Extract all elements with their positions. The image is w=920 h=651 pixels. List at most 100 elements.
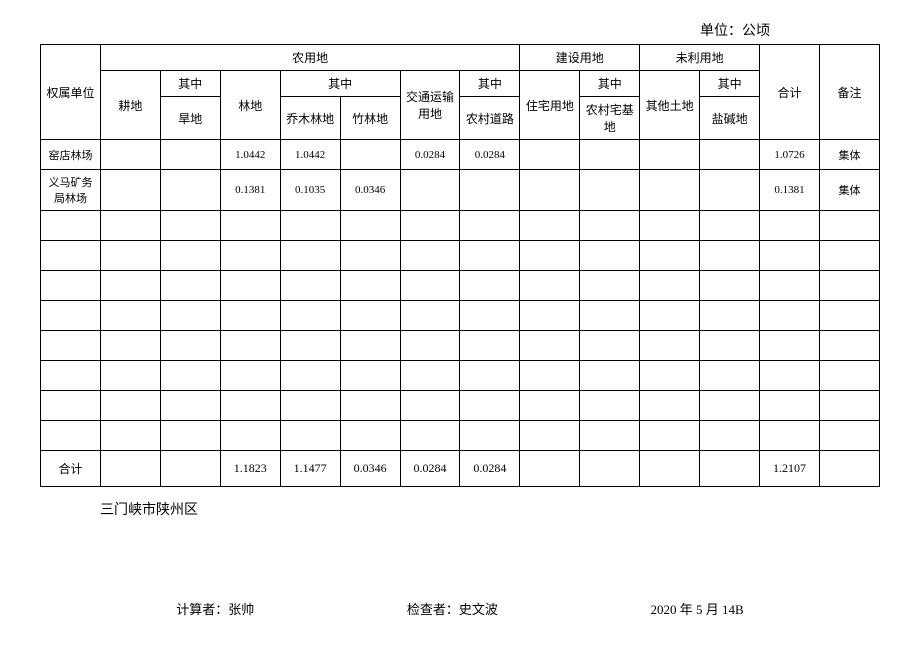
unit-label: 单位：公顷 <box>40 20 880 40</box>
table-row-empty-7-owner <box>41 421 101 451</box>
table-row-empty-2-remark <box>819 271 879 301</box>
table-row-empty-1-traffic <box>400 241 460 271</box>
table-row-empty-5-traffic <box>400 361 460 391</box>
table-row-totals-cultivated <box>100 451 160 487</box>
table-row-0-forest: 1.0442 <box>220 140 280 170</box>
table-row-empty-4-rural_homestead <box>580 331 640 361</box>
table-row-empty-4-cultivated <box>100 331 160 361</box>
table-row-empty-5-forest <box>220 361 280 391</box>
table-row-empty-6-cultivated <box>100 391 160 421</box>
table-row-totals-other_land <box>640 451 700 487</box>
hdr-unused: 未利用地 <box>640 45 760 71</box>
table-row-empty-5-other_land <box>640 361 700 391</box>
table-row-empty-7-rural_road <box>460 421 520 451</box>
table-row-empty-1-remark <box>819 241 879 271</box>
table-row-empty-0-owner <box>41 211 101 241</box>
table-row-empty-3-arbor_forest <box>280 301 340 331</box>
table-row-1-saline_alkali <box>700 170 760 211</box>
table-row-empty-1-rural_road <box>460 241 520 271</box>
table-row-empty-6 <box>41 391 880 421</box>
table-row-empty-2-arbor_forest <box>280 271 340 301</box>
table-row-empty-1-rural_homestead <box>580 241 640 271</box>
table-row-empty-6-saline_alkali <box>700 391 760 421</box>
table-row-empty-0-cultivated <box>100 211 160 241</box>
table-row-0-dry_land <box>160 140 220 170</box>
table-row-0-rural_homestead <box>580 140 640 170</box>
table-row-empty-6-remark <box>819 391 879 421</box>
table-row-totals-rural_road: 0.0284 <box>460 451 520 487</box>
hdr-remark: 备注 <box>819 45 879 140</box>
table-row-empty-0-remark <box>819 211 879 241</box>
footer-calc: 计算者：张帅 <box>176 599 254 618</box>
hdr-other: 其他土地 <box>640 71 700 140</box>
table-row-empty-4-owner <box>41 331 101 361</box>
table-row-empty-3-dry_land <box>160 301 220 331</box>
hdr-ofwhich-4: 其中 <box>580 71 640 97</box>
table-row-0-traffic: 0.0284 <box>400 140 460 170</box>
table-row-empty-3-bamboo_forest <box>340 301 400 331</box>
table-row-0-owner: 窑店林场 <box>41 140 101 170</box>
table-row-empty-6-rural_homestead <box>580 391 640 421</box>
hdr-ofwhich-1: 其中 <box>160 71 220 97</box>
table-row-empty-2-residential <box>520 271 580 301</box>
table-row-empty-2-other_land <box>640 271 700 301</box>
table-row-1-residential <box>520 170 580 211</box>
table-row-1-cultivated <box>100 170 160 211</box>
table-row-empty-7-traffic <box>400 421 460 451</box>
table-row-empty-0-saline_alkali <box>700 211 760 241</box>
table-row-empty-1-saline_alkali <box>700 241 760 271</box>
footer: 计算者：张帅 检查者：史文波 2020 年 5 月 14B <box>40 599 880 618</box>
table-row-empty-5-remark <box>819 361 879 391</box>
table-row-empty-6-owner <box>41 391 101 421</box>
table-row-empty-3-rural_homestead <box>580 301 640 331</box>
table-row-totals-rural_homestead <box>580 451 640 487</box>
hdr-dryland: 旱地 <box>160 97 220 140</box>
table-row-empty-7-saline_alkali <box>700 421 760 451</box>
hdr-homestead: 农村宅基地 <box>580 97 640 140</box>
hdr-saline: 盐碱地 <box>700 97 760 140</box>
table-row-empty-7-rural_homestead <box>580 421 640 451</box>
table-row-empty-2-rural_road <box>460 271 520 301</box>
table-row-empty-2-total <box>760 271 820 301</box>
table-row-empty-3-remark <box>819 301 879 331</box>
table-row-totals-bamboo_forest: 0.0346 <box>340 451 400 487</box>
table-row-empty-7-remark <box>819 421 879 451</box>
table-row-empty-7-cultivated <box>100 421 160 451</box>
table-row-empty-5-bamboo_forest <box>340 361 400 391</box>
table-row-empty-5-saline_alkali <box>700 361 760 391</box>
hdr-forest: 林地 <box>220 71 280 140</box>
land-use-table: 权属单位 农用地 建设用地 未利用地 合计 备注 耕地 其中 林地 其中 交通运… <box>40 44 880 487</box>
table-row-empty-5 <box>41 361 880 391</box>
table-row-0-remark: 集体 <box>819 140 879 170</box>
table-row-totals-arbor_forest: 1.1477 <box>280 451 340 487</box>
table-row-empty-0-residential <box>520 211 580 241</box>
table-row-totals-owner: 合计 <box>41 451 101 487</box>
table-row-empty-3 <box>41 301 880 331</box>
table-row-empty-4-bamboo_forest <box>340 331 400 361</box>
table-row-empty-4 <box>41 331 880 361</box>
table-row-empty-0-arbor_forest <box>280 211 340 241</box>
table-row-empty-0-bamboo_forest <box>340 211 400 241</box>
table-row-0-arbor_forest: 1.0442 <box>280 140 340 170</box>
table-row-1-rural_homestead <box>580 170 640 211</box>
hdr-total: 合计 <box>760 45 820 140</box>
table-row-totals-forest: 1.1823 <box>220 451 280 487</box>
table-row-empty-3-traffic <box>400 301 460 331</box>
table-row-0: 窑店林场1.04421.04420.02840.02841.0726集体 <box>41 140 880 170</box>
hdr-ofwhich-3: 其中 <box>460 71 520 97</box>
table-row-totals-saline_alkali <box>700 451 760 487</box>
table-row-empty-1-cultivated <box>100 241 160 271</box>
table-row-empty-2 <box>41 271 880 301</box>
hdr-owner: 权属单位 <box>41 45 101 140</box>
hdr-traffic: 交通运输用地 <box>400 71 460 140</box>
table-row-empty-2-rural_homestead <box>580 271 640 301</box>
table-row-empty-0-rural_homestead <box>580 211 640 241</box>
table-row-empty-3-total <box>760 301 820 331</box>
table-row-empty-7-bamboo_forest <box>340 421 400 451</box>
table-row-empty-1-other_land <box>640 241 700 271</box>
header-row-3: 旱地 乔木林地 竹林地 农村道路 农村宅基地 盐碱地 <box>41 97 880 140</box>
table-row-empty-5-rural_road <box>460 361 520 391</box>
hdr-residential: 住宅用地 <box>520 71 580 140</box>
table-row-1-bamboo_forest: 0.0346 <box>340 170 400 211</box>
hdr-ofwhich-5: 其中 <box>700 71 760 97</box>
